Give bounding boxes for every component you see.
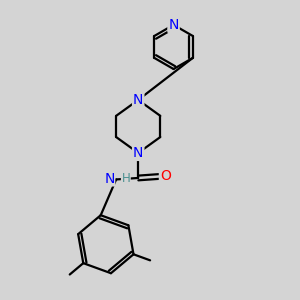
Text: O: O xyxy=(160,169,171,184)
Text: N: N xyxy=(168,18,179,32)
Text: N: N xyxy=(133,93,143,107)
Text: N: N xyxy=(133,146,143,160)
Text: H: H xyxy=(122,172,130,185)
Text: N: N xyxy=(104,172,115,186)
